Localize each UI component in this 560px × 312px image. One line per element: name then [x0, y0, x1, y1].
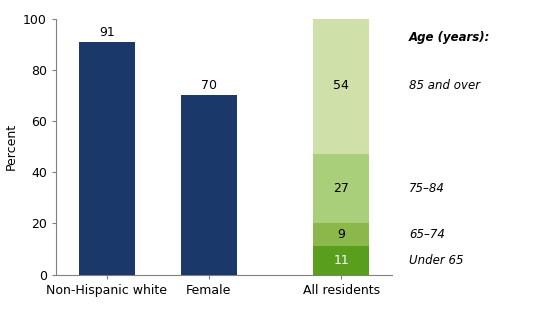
- Text: 11: 11: [333, 254, 349, 267]
- Text: Under 65: Under 65: [409, 254, 463, 267]
- Bar: [79, 42, 135, 275]
- Text: 27: 27: [333, 182, 349, 195]
- Y-axis label: Percent: Percent: [4, 123, 17, 170]
- Bar: [181, 95, 237, 275]
- Text: Age (years):: Age (years):: [409, 31, 490, 44]
- Text: 85 and over: 85 and over: [409, 79, 480, 92]
- Text: 91: 91: [99, 26, 115, 39]
- Text: 75–84: 75–84: [409, 182, 445, 195]
- Text: 65–74: 65–74: [409, 228, 445, 241]
- Bar: [313, 16, 369, 154]
- Bar: [313, 223, 369, 246]
- Bar: [313, 154, 369, 223]
- Text: 70: 70: [200, 79, 217, 92]
- Text: 54: 54: [333, 79, 349, 92]
- Text: 9: 9: [337, 228, 345, 241]
- Bar: [313, 246, 369, 275]
